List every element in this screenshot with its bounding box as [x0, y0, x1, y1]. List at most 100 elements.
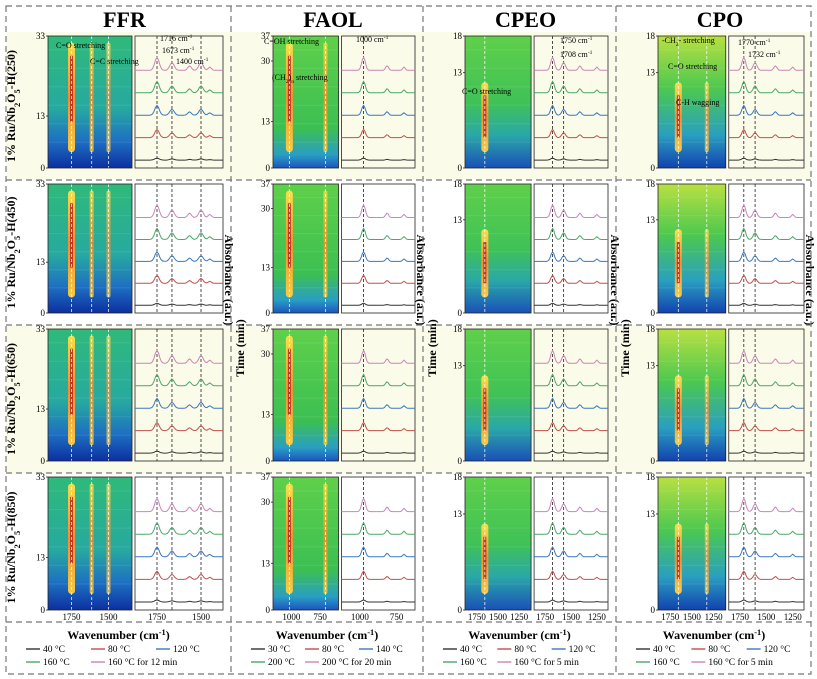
spectrum-line-series-2 [534, 104, 608, 116]
x-axis-label-0: Wavenumber (cm-1) [67, 628, 169, 643]
heatmap-streak [465, 508, 532, 511]
wavenumber-1000: 1000 cm-1 [356, 35, 389, 44]
heatmap-streak [658, 269, 726, 271]
time-tick: 33 [36, 472, 46, 482]
time-tick: 37 [261, 179, 271, 189]
annotation-ch2-stretching-cpo-part: -CH [662, 36, 676, 45]
legend-entry-0: 30 °C [268, 644, 290, 655]
time-tick: 13 [453, 68, 463, 78]
row-label-0-part: 1% Ru/Nb [4, 107, 18, 162]
spectra-frame [728, 328, 805, 462]
time-tick: 0 [651, 605, 656, 615]
heatmap-1-3 [273, 477, 339, 610]
heatmap-band [89, 190, 94, 298]
x-axis-label-1-part: -1 [367, 628, 374, 637]
heatmap-2-3 [465, 477, 532, 610]
spectrum-line-series-0 [341, 157, 415, 161]
spectrum-line-series-1 [534, 128, 608, 139]
x-axis-label-3: Wavenumber (cm-1) [663, 628, 765, 643]
heatmap-frame [272, 35, 339, 169]
spectrum-line-series-1 [341, 274, 415, 284]
y-axis-label: Time (min) [233, 319, 247, 376]
legend-entry-2: 120 °C [173, 644, 200, 655]
wavenumber-1400: 1400 cm-1 [176, 57, 209, 66]
spectrum-line-series-4 [341, 349, 415, 364]
row-label-3-part: 2 [13, 544, 22, 548]
heatmap-streak [465, 360, 532, 362]
heatmap-streak [658, 86, 726, 88]
x-axis-label-2: Wavenumber (cm-1) [468, 628, 570, 643]
heatmap-streak [465, 141, 532, 143]
heatmap-streak [273, 342, 339, 344]
heatmap-streak [273, 196, 339, 199]
spectra-frame [533, 183, 609, 314]
spectrum-line-series-0 [341, 599, 415, 603]
annotation-ch2-stretching-cpo-part: 2 [676, 42, 679, 48]
y2-axis-label: Absorbance (a.u.) [803, 234, 817, 325]
spectrum-line-series-2 [341, 546, 415, 558]
row-label-0-part: 5 [13, 89, 22, 93]
wavenumber-1732: 1732 cm-1 [748, 50, 781, 59]
annotation-cpeo-co-stretching: C=O stretching [462, 87, 511, 96]
wavenumber-1673-part: -1 [190, 46, 195, 52]
y2-axis-label: Absorbance (a.u.) [414, 234, 428, 325]
spectrum-line-series-1 [534, 421, 608, 432]
spectrum-line-series-3 [728, 227, 804, 240]
heatmap-streak [465, 546, 532, 548]
time-tick: 13 [261, 263, 271, 273]
heatmap-streak [273, 104, 339, 106]
spectra-frame [728, 476, 805, 611]
row-label-3-part: O [4, 535, 18, 544]
spectrum-line-series-3 [341, 80, 415, 94]
wavenumber-1732-part: 1732 cm [748, 50, 777, 59]
heatmap-streak [273, 379, 339, 381]
x-axis-label-3-part: ) [761, 628, 765, 642]
heatmap-streak [658, 434, 726, 436]
heatmap-streak [658, 342, 726, 344]
spectrum-line-series-2 [728, 397, 804, 409]
x-tick-heatmap: 1000 [282, 612, 301, 622]
heatmap-streak [658, 416, 726, 418]
x-axis-label-1: Wavenumber (cm-1) [276, 628, 378, 643]
time-tick: 18 [453, 179, 463, 189]
x-axis-label-3-part: Wavenumber (cm [663, 628, 754, 642]
spectra-frame [533, 35, 609, 169]
spectrum-line-series-3 [341, 227, 415, 240]
heatmap-streak [465, 397, 532, 399]
wavenumber-1673: 1673 cm-1 [162, 46, 195, 55]
time-tick: 13 [36, 111, 46, 121]
time-tick: 13 [261, 117, 271, 127]
heatmap-streak [465, 583, 532, 585]
annotation-cpo-co-stretching: C=O stretching [668, 62, 717, 71]
spectrum-line-series-1 [728, 421, 804, 432]
x-tick-spectra: 1500 [757, 612, 776, 622]
heatmap-streak [658, 360, 726, 362]
heatmap-streak [465, 527, 532, 529]
heatmap-streak [658, 583, 726, 585]
spectrum-line-series-3 [135, 227, 223, 240]
time-tick: 13 [646, 68, 656, 78]
heatmap-band [704, 229, 709, 298]
heatmap-streak [465, 342, 532, 344]
heatmap-band-core [483, 242, 487, 284]
heatmap-streak [465, 564, 532, 566]
heatmap-streak [465, 86, 532, 88]
heatmap-streak [273, 233, 339, 235]
spectra-frame [341, 183, 416, 314]
row-label-0: 1% Ru/Nb2O5-H(250) [4, 50, 22, 162]
heatmap-band-core [70, 496, 74, 564]
spectrum-line-series-4 [728, 203, 804, 218]
heatmap-streak [273, 67, 339, 69]
wavenumber-1000-part: 1000 cm [356, 35, 385, 44]
heatmap-1-0 [273, 36, 339, 168]
heatmap-frame [464, 183, 532, 314]
spectrum-line-series-4 [728, 56, 804, 71]
heatmap-2-0 [465, 36, 532, 168]
annotation-ch2-stretching-part: n [291, 79, 294, 85]
heatmap-3-0 [658, 36, 726, 168]
spectrum-line-series-2 [341, 397, 415, 409]
y-axis-label: Time (min) [425, 319, 439, 376]
heatmap-streak [658, 123, 726, 125]
spectrum-line-series-0 [534, 599, 608, 603]
spectrum-line-series-4 [135, 349, 223, 364]
